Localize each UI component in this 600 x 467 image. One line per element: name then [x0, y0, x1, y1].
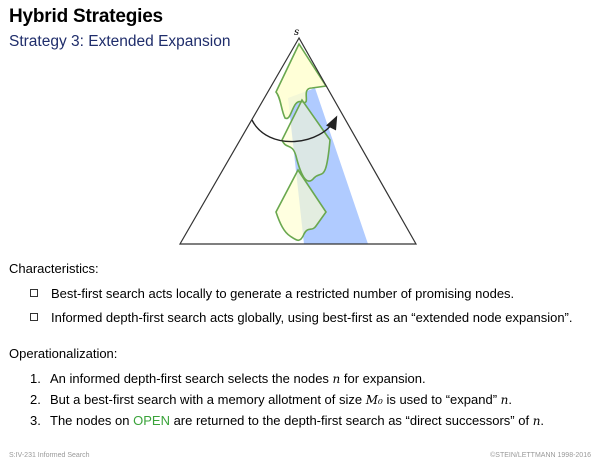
- slide-subtitle: Strategy 3: Extended Expansion: [9, 33, 231, 50]
- characteristics-bullet: Best-first search acts locally to genera…: [30, 286, 514, 301]
- characteristics-bullet-text: Informed depth-first search acts globall…: [51, 310, 573, 325]
- footer-course-label: S:IV-231 Informed Search: [9, 452, 90, 459]
- characteristics-heading: Characteristics:: [9, 261, 99, 276]
- open-list-keyword: OPEN: [133, 413, 170, 428]
- best-first-region-bottom: [275, 168, 327, 242]
- operationalization-item: 2. But a best-first search with a memory…: [30, 392, 512, 407]
- characteristics-bullet-text: Best-first search acts locally to genera…: [51, 286, 515, 301]
- item-text: The nodes on OPEN are returned to the de…: [50, 413, 545, 428]
- search-strategy-diagram: s: [178, 27, 418, 245]
- bullet-marker-icon: [30, 289, 38, 297]
- expansion-arrow: [251, 115, 338, 143]
- operationalization-heading: Operationalization:: [9, 346, 118, 361]
- bullet-marker-icon: [30, 313, 38, 321]
- operationalization-item: 1. An informed depth-first search select…: [30, 371, 426, 386]
- item-text: But a best-first search with a memory al…: [50, 392, 512, 407]
- best-first-region-top: [275, 42, 328, 120]
- footer-copyright: ©STEIN/LETTMANN 1998-2016: [490, 452, 591, 459]
- item-number: 1.: [30, 371, 41, 386]
- root-node-label: s: [294, 27, 299, 38]
- characteristics-bullet: Informed depth-first search acts globall…: [30, 310, 573, 325]
- operationalization-item: 3. The nodes on OPEN are returned to the…: [30, 413, 544, 428]
- item-number: 3.: [30, 413, 41, 428]
- item-number: 2.: [30, 392, 41, 407]
- item-text: An informed depth-first search selects t…: [50, 371, 426, 386]
- search-tree-triangle: [178, 36, 418, 245]
- slide-title: Hybrid Strategies: [9, 6, 163, 27]
